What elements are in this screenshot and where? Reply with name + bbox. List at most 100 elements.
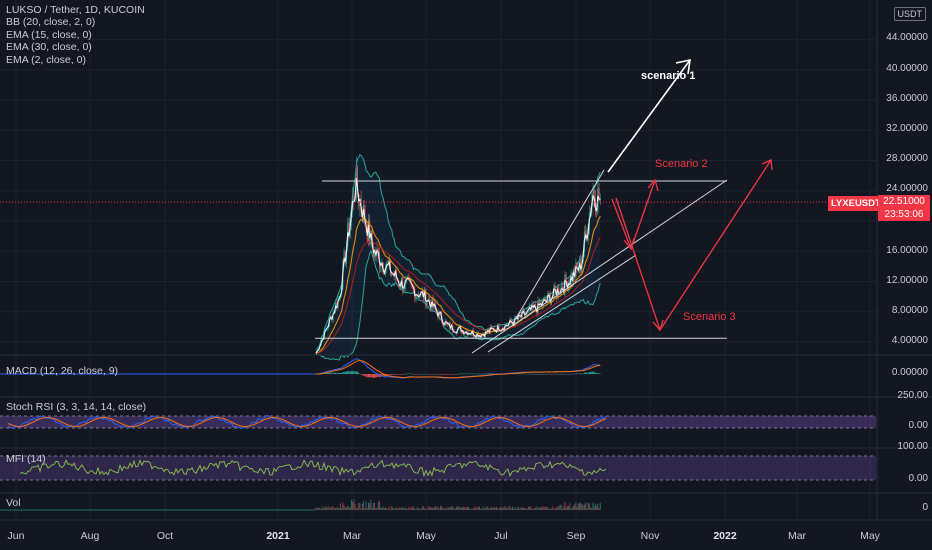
candle-body (474, 335, 476, 337)
volume-bar (468, 506, 470, 510)
macd-histogram-bar (518, 373, 520, 375)
candle-body (374, 249, 376, 258)
volume-bar (596, 505, 598, 510)
symbol-price-tag[interactable]: LYXEUSDT (828, 196, 884, 211)
chart-title[interactable]: LUKSO / Tether, 1D, KUCOIN (6, 4, 145, 16)
macd-histogram-bar (391, 374, 393, 375)
price-tick: 24.00000 (886, 183, 928, 194)
volume-bar (437, 506, 439, 510)
scenario-3-label[interactable]: Scenario 3 (683, 311, 736, 323)
stoch-tick: 0.00 (908, 420, 928, 431)
volume-bar (378, 500, 380, 510)
price-tick: 40.00000 (886, 63, 928, 74)
stoch-rsi-label[interactable]: Stoch RSI (3, 3, 14, 14, close) (6, 401, 147, 413)
macd-histogram-bar (538, 373, 540, 375)
volume-bar (369, 502, 371, 510)
macd-histogram-bar (355, 371, 357, 374)
volume-bar (494, 507, 496, 510)
price-tick: 36.00000 (886, 93, 928, 104)
macd-signal-line (316, 360, 601, 379)
volume-bar (554, 507, 556, 510)
macd-pane (0, 358, 601, 379)
macd-histogram-bar (529, 373, 531, 375)
macd-histogram-bar (599, 373, 601, 375)
macd-histogram-bar (337, 372, 339, 374)
scenario-2-label[interactable]: Scenario 2 (655, 158, 708, 170)
volume-bar (341, 508, 343, 510)
volume-bar (532, 507, 534, 510)
macd-histogram-bar (472, 373, 474, 375)
macd-histogram-bar (438, 374, 440, 375)
macd-histogram-bar (427, 373, 429, 375)
macd-histogram-bar (531, 373, 533, 375)
volume-bar (564, 502, 566, 510)
volume-bar (404, 507, 406, 510)
volume-label[interactable]: Vol (6, 497, 21, 509)
indicator-ema15[interactable]: EMA (15, close, 0) (6, 28, 92, 41)
mfi-tick: 100.00 (897, 441, 928, 452)
volume-bar (561, 508, 563, 510)
macd-histogram-bar (552, 374, 554, 375)
currency-badge[interactable]: USDT (893, 7, 926, 21)
macd-histogram-bar (544, 373, 546, 375)
bb-upper (315, 153, 601, 354)
volume-bar (586, 508, 588, 510)
candle-body (581, 261, 583, 273)
volume-bar (472, 508, 474, 510)
volume-bar (550, 508, 552, 510)
time-tick: May (416, 530, 436, 542)
volume-bar (538, 507, 540, 510)
trendline (487, 254, 637, 353)
macd-histogram-bar (386, 374, 388, 376)
macd-histogram-bar (590, 372, 592, 374)
macd-histogram-bar (555, 373, 557, 375)
volume-bar (569, 502, 571, 510)
volume-bar (516, 507, 518, 510)
scenario-1-label[interactable]: scenario 1 (641, 70, 696, 82)
volume-bar (414, 508, 416, 510)
volume-bar (492, 507, 494, 510)
macd-histogram-bar (461, 373, 463, 375)
macd-histogram-bar (565, 373, 567, 375)
volume-bar (431, 507, 433, 510)
macd-histogram-bar (426, 374, 428, 375)
macd-histogram-bar (383, 374, 385, 377)
mfi-label[interactable]: MFI (14) (6, 453, 46, 465)
candle-body (519, 313, 521, 316)
current-price-tag[interactable]: 22.51000 (878, 195, 930, 208)
chart-legend: LUKSO / Tether, 1D, KUCOIN BB (20, close… (6, 4, 145, 66)
volume-bar (515, 508, 517, 510)
macd-label[interactable]: MACD (12, 26, close, 9) (6, 365, 119, 377)
volume-bar (571, 507, 573, 510)
candle-body (377, 248, 379, 253)
price-tick: 12.00000 (886, 275, 928, 286)
volume-bar (317, 507, 319, 510)
volume-bar (386, 507, 388, 510)
macd-histogram-bar (444, 374, 446, 375)
macd-histogram-bar (352, 370, 354, 374)
indicator-ema30[interactable]: EMA (30, close, 0) (6, 41, 92, 54)
macd-histogram-bar (486, 373, 488, 375)
volume-bar (576, 506, 578, 510)
indicator-ema2[interactable]: EMA (2, close, 0) (6, 53, 86, 66)
macd-histogram-bar (393, 374, 395, 375)
candle-body (315, 353, 317, 355)
candle-body (499, 331, 501, 333)
volume-bar (464, 507, 466, 510)
indicator-bb[interactable]: BB (20, close, 2, 0) (6, 16, 96, 29)
mfi-line (19, 459, 607, 478)
candle-body (454, 332, 456, 334)
volume-bar (339, 503, 341, 510)
volume-bar (364, 508, 366, 510)
volume-bar (455, 506, 457, 510)
volume-bar (382, 506, 384, 510)
stoch-tick: 250.00 (897, 390, 928, 401)
macd-histogram-bar (558, 373, 560, 375)
volume-bar (336, 507, 338, 510)
volume-bar (426, 508, 428, 510)
macd-histogram-bar (482, 373, 484, 375)
macd-histogram-bar (591, 371, 593, 374)
macd-histogram-bar (465, 373, 467, 375)
volume-bar (553, 508, 555, 510)
